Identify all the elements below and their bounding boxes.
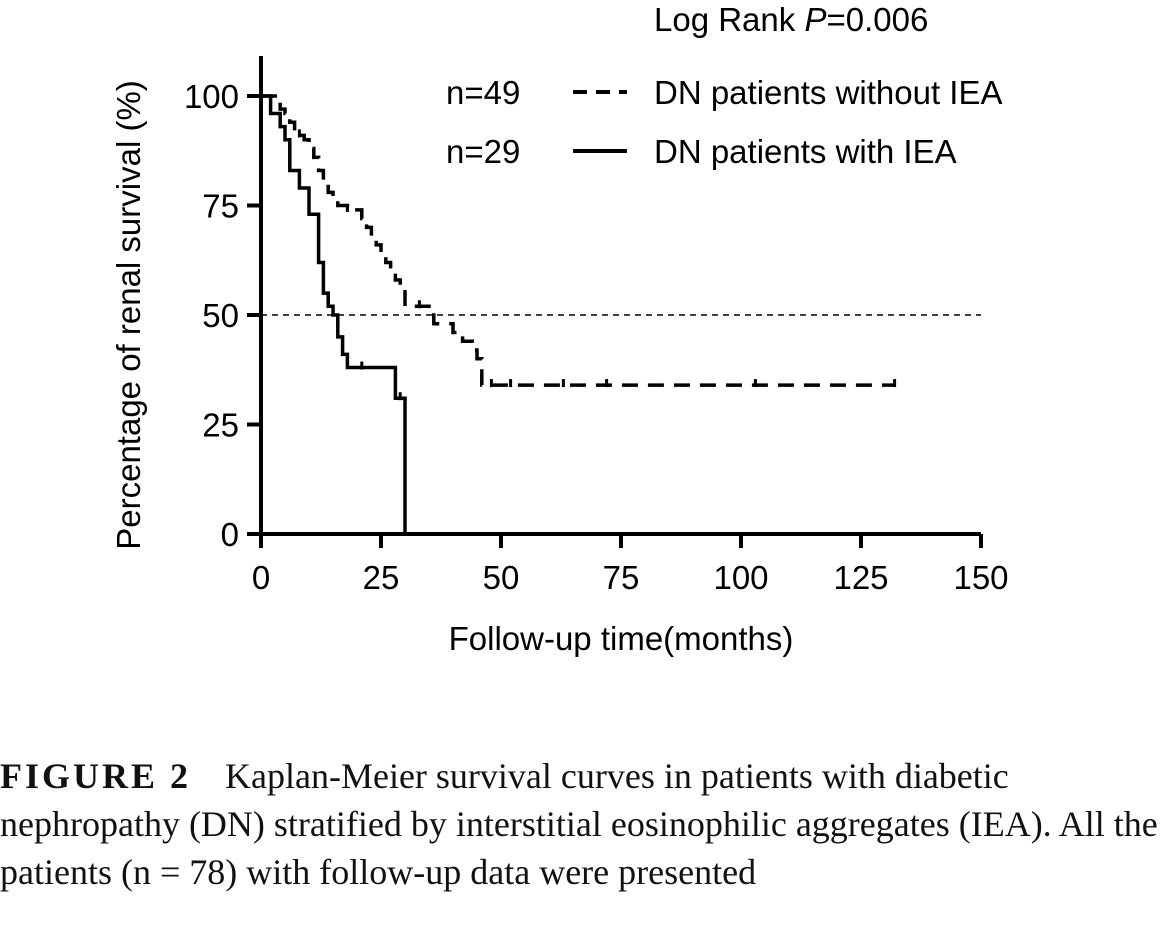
y-tick-label-50: 50 <box>202 297 239 334</box>
y-tick-label-25: 25 <box>202 407 239 444</box>
legend-n-without-iea: n=49 <box>446 74 520 111</box>
legend-n-with-iea: n=29 <box>446 133 520 170</box>
survival-curve-with-iea <box>261 94 407 534</box>
caption-text: Kaplan-Meier survival curves in patients… <box>0 756 1158 892</box>
x-tick-label-125: 125 <box>833 559 888 596</box>
legend-label-without-iea: DN patients without IEA <box>654 74 1003 111</box>
x-axis-label: Follow-up time(months) <box>449 620 794 657</box>
survival-chart: Log Rank P=0.006 n=49 DN patients withou… <box>110 1 1009 657</box>
figure-caption: FIGURE 2 Kaplan-Meier survival curves in … <box>0 752 1165 896</box>
legend: n=49 DN patients without IEA n=29 DN pat… <box>446 74 1003 170</box>
x-tick-label-50: 50 <box>483 559 520 596</box>
x-tick-label-150: 150 <box>953 559 1008 596</box>
legend-label-with-iea: DN patients with IEA <box>654 133 957 170</box>
x-tick-label-25: 25 <box>363 559 400 596</box>
x-tick-label-100: 100 <box>713 559 768 596</box>
y-tick-label-0: 0 <box>221 516 239 553</box>
y-axis-label: Percentage of renal survival (%) <box>110 80 147 550</box>
x-tick-label-0: 0 <box>252 559 270 596</box>
log-rank-annotation: Log Rank P=0.006 <box>654 1 928 38</box>
y-tick-label-100: 100 <box>184 78 239 115</box>
figure-label: FIGURE 2 <box>0 756 192 796</box>
y-tick-label-75: 75 <box>202 188 239 225</box>
x-tick-label-75: 75 <box>603 559 640 596</box>
